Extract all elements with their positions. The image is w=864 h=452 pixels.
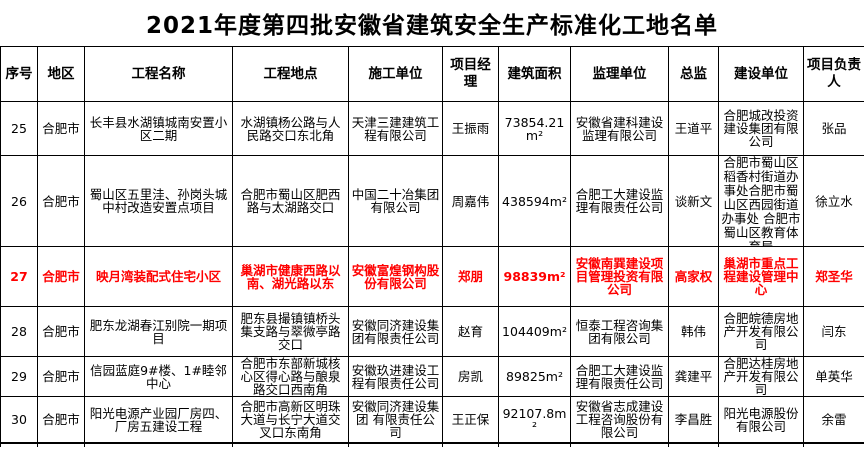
table-row-partial [0,442,864,447]
cell-location: 肥东县撮镇镇桥头集支路与翠微亭路交口 [232,306,349,357]
cell-supervision-unit: 安徽南巽建设项目管理投资有限公司 [570,246,669,307]
cell-project-name: 肥东龙湖春江别院一期项目 [84,306,233,357]
column-header-supervision-unit: 监理单位 [570,46,669,102]
cell-location: 巢湖市健康西路以南、湖光路以东 [232,246,349,307]
cell-chief-supervisor: 韩伟 [668,306,719,357]
cell-project-name: 长丰县水湖镇城南安置小区二期 [84,101,233,156]
cell-contractor: 安徽同济建设集团有限责任公司 [348,306,443,357]
cell-index: 30 [0,396,38,444]
standardization-sites-table: 序号 地区 工程名称 工程地点 施工单位 项目经理 建筑面积 监理单位 总监 建… [0,46,864,447]
cell-contractor: 天津三建建筑工程有限公司 [348,101,443,156]
cell-floor-area: 104409m² [498,306,571,357]
cell-project-manager: 房凯 [442,356,499,397]
cell-location: 合肥市东部新城核心区得心路与酿泉路交口西南角 [232,356,349,397]
cell-project-name: 信园蓝庭9#楼、1#睦邻中心 [84,356,233,397]
column-header-project-manager: 项目经理 [442,46,499,102]
table-row: 29 合肥市 信园蓝庭9#楼、1#睦邻中心 合肥市东部新城核心区得心路与酿泉路交… [0,356,864,397]
cell-chief-supervisor: 王道平 [668,101,719,156]
cell-index: 26 [0,155,38,247]
cell-region: 合肥市 [37,396,85,444]
table-row: 25 合肥市 长丰县水湖镇城南安置小区二期 水湖镇杨公路与人民路交口东北角 天津… [0,101,864,156]
table-row-highlighted: 27 合肥市 映月湾装配式住宅小区 巢湖市健康西路以南、湖光路以东 安徽富煌钢构… [0,246,864,307]
table-row: 30 合肥市 阳光电源产业园厂房四、厂房五建设工程 合肥市高新区明珠大道与长宁大… [0,396,864,444]
cell-project-manager: 王正保 [442,396,499,444]
cell-floor-area: 92107.8m² [498,396,571,444]
cell-chief-supervisor: 李昌胜 [668,396,719,444]
column-header-chief-supervisor: 总监 [668,46,719,102]
cell-person-in-charge: 张品 [803,101,864,156]
page-title: 2021年度第四批安徽省建筑安全生产标准化工地名单 [145,13,718,39]
cell-developer: 合肥皖德房地产开发有限公司 [718,306,804,357]
cell-supervision-unit: 合肥工大建设监理有限责任公司 [570,356,669,397]
column-header-floor-area: 建筑面积 [498,46,571,102]
column-header-index: 序号 [0,46,38,102]
cell-chief-supervisor: 龚建平 [668,356,719,397]
column-header-person-in-charge: 项目负责人 [803,46,864,102]
cell-supervision-unit: 恒泰工程咨询集团有限公司 [570,306,669,357]
cell-chief-supervisor: 谈新文 [668,155,719,247]
cell-floor-area: 73854.21m² [498,101,571,156]
cell-floor-area: 89825m² [498,356,571,397]
cell-person-in-charge: 郑圣华 [803,246,864,307]
cell-person-in-charge: 徐立水 [803,155,864,247]
cell-supervision-unit: 合肥工大建设监理有限责任公司 [570,155,669,247]
cell-project-manager: 王振雨 [442,101,499,156]
cell-project-name: 蜀山区五里洼、孙岗头城中村改造安置点项目 [84,155,233,247]
cell-region: 合肥市 [37,101,85,156]
cell-contractor: 安徽玖进建设工程有限责任公司 [348,356,443,397]
cell-supervision-unit: 安徽省建科建设监理有限公司 [570,101,669,156]
cell-floor-area: 438594m² [498,155,571,247]
table-row: 28 合肥市 肥东龙湖春江别院一期项目 肥东县撮镇镇桥头集支路与翠微亭路交口 安… [0,306,864,357]
table-row: 26 合肥市 蜀山区五里洼、孙岗头城中村改造安置点项目 合肥市蜀山区肥西路与太湖… [0,155,864,247]
cell-supervision-unit: 安徽省志成建设工程咨询股份有限公司 [570,396,669,444]
header-row: 序号 地区 工程名称 工程地点 施工单位 项目经理 建筑面积 监理单位 总监 建… [0,46,864,102]
cell-project-name: 映月湾装配式住宅小区 [84,246,233,307]
column-header-location: 工程地点 [232,46,349,102]
cell-person-in-charge: 闫东 [803,306,864,357]
cell-index: 27 [0,246,38,307]
cell-project-manager: 郑朋 [442,246,499,307]
cell-contractor: 安徽富煌钢构股份有限公司 [348,246,443,307]
cell-index: 25 [0,101,38,156]
cell-developer: 阳光电源股份有限公司 [718,396,804,444]
cell-contractor: 安徽同济建设集团 有限责任公司 [348,396,443,444]
column-header-region: 地区 [37,46,85,102]
cell-region: 合肥市 [37,356,85,397]
cell-project-name: 阳光电源产业园厂房四、厂房五建设工程 [84,396,233,444]
cell-location: 水湖镇杨公路与人民路交口东北角 [232,101,349,156]
cell-region: 合肥市 [37,246,85,307]
column-header-developer: 建设单位 [718,46,804,102]
cell-chief-supervisor: 高家权 [668,246,719,307]
cell-developer: 合肥达桂房地产开发有限公司 [718,356,804,397]
cell-region: 合肥市 [37,306,85,357]
cell-location: 合肥市蜀山区肥西路与太湖路交口 [232,155,349,247]
column-header-contractor: 施工单位 [348,46,443,102]
cell-location: 合肥市高新区明珠大道与长宁大道交叉口东南角 [232,396,349,444]
cell-floor-area: 98839m² [498,246,571,307]
cell-project-manager: 周嘉伟 [442,155,499,247]
cell-region: 合肥市 [37,155,85,247]
cell-developer: 合肥城改投资建设集团有限公司 [718,101,804,156]
cell-developer: 合肥市蜀山区稻香村街道办事处合肥市蜀山区西园街道办事处 合肥市蜀山区教育体育局 [718,155,804,247]
cell-person-in-charge: 余雷 [803,396,864,444]
cell-person-in-charge: 单英华 [803,356,864,397]
column-header-project-name: 工程名称 [84,46,233,102]
cell-project-manager: 赵育 [442,306,499,357]
cell-developer: 巢湖市重点工程建设管理中心 [718,246,804,307]
cell-contractor: 中国二十冶集团有限公司 [348,155,443,247]
cell-index: 29 [0,356,38,397]
cell-index: 28 [0,306,38,357]
